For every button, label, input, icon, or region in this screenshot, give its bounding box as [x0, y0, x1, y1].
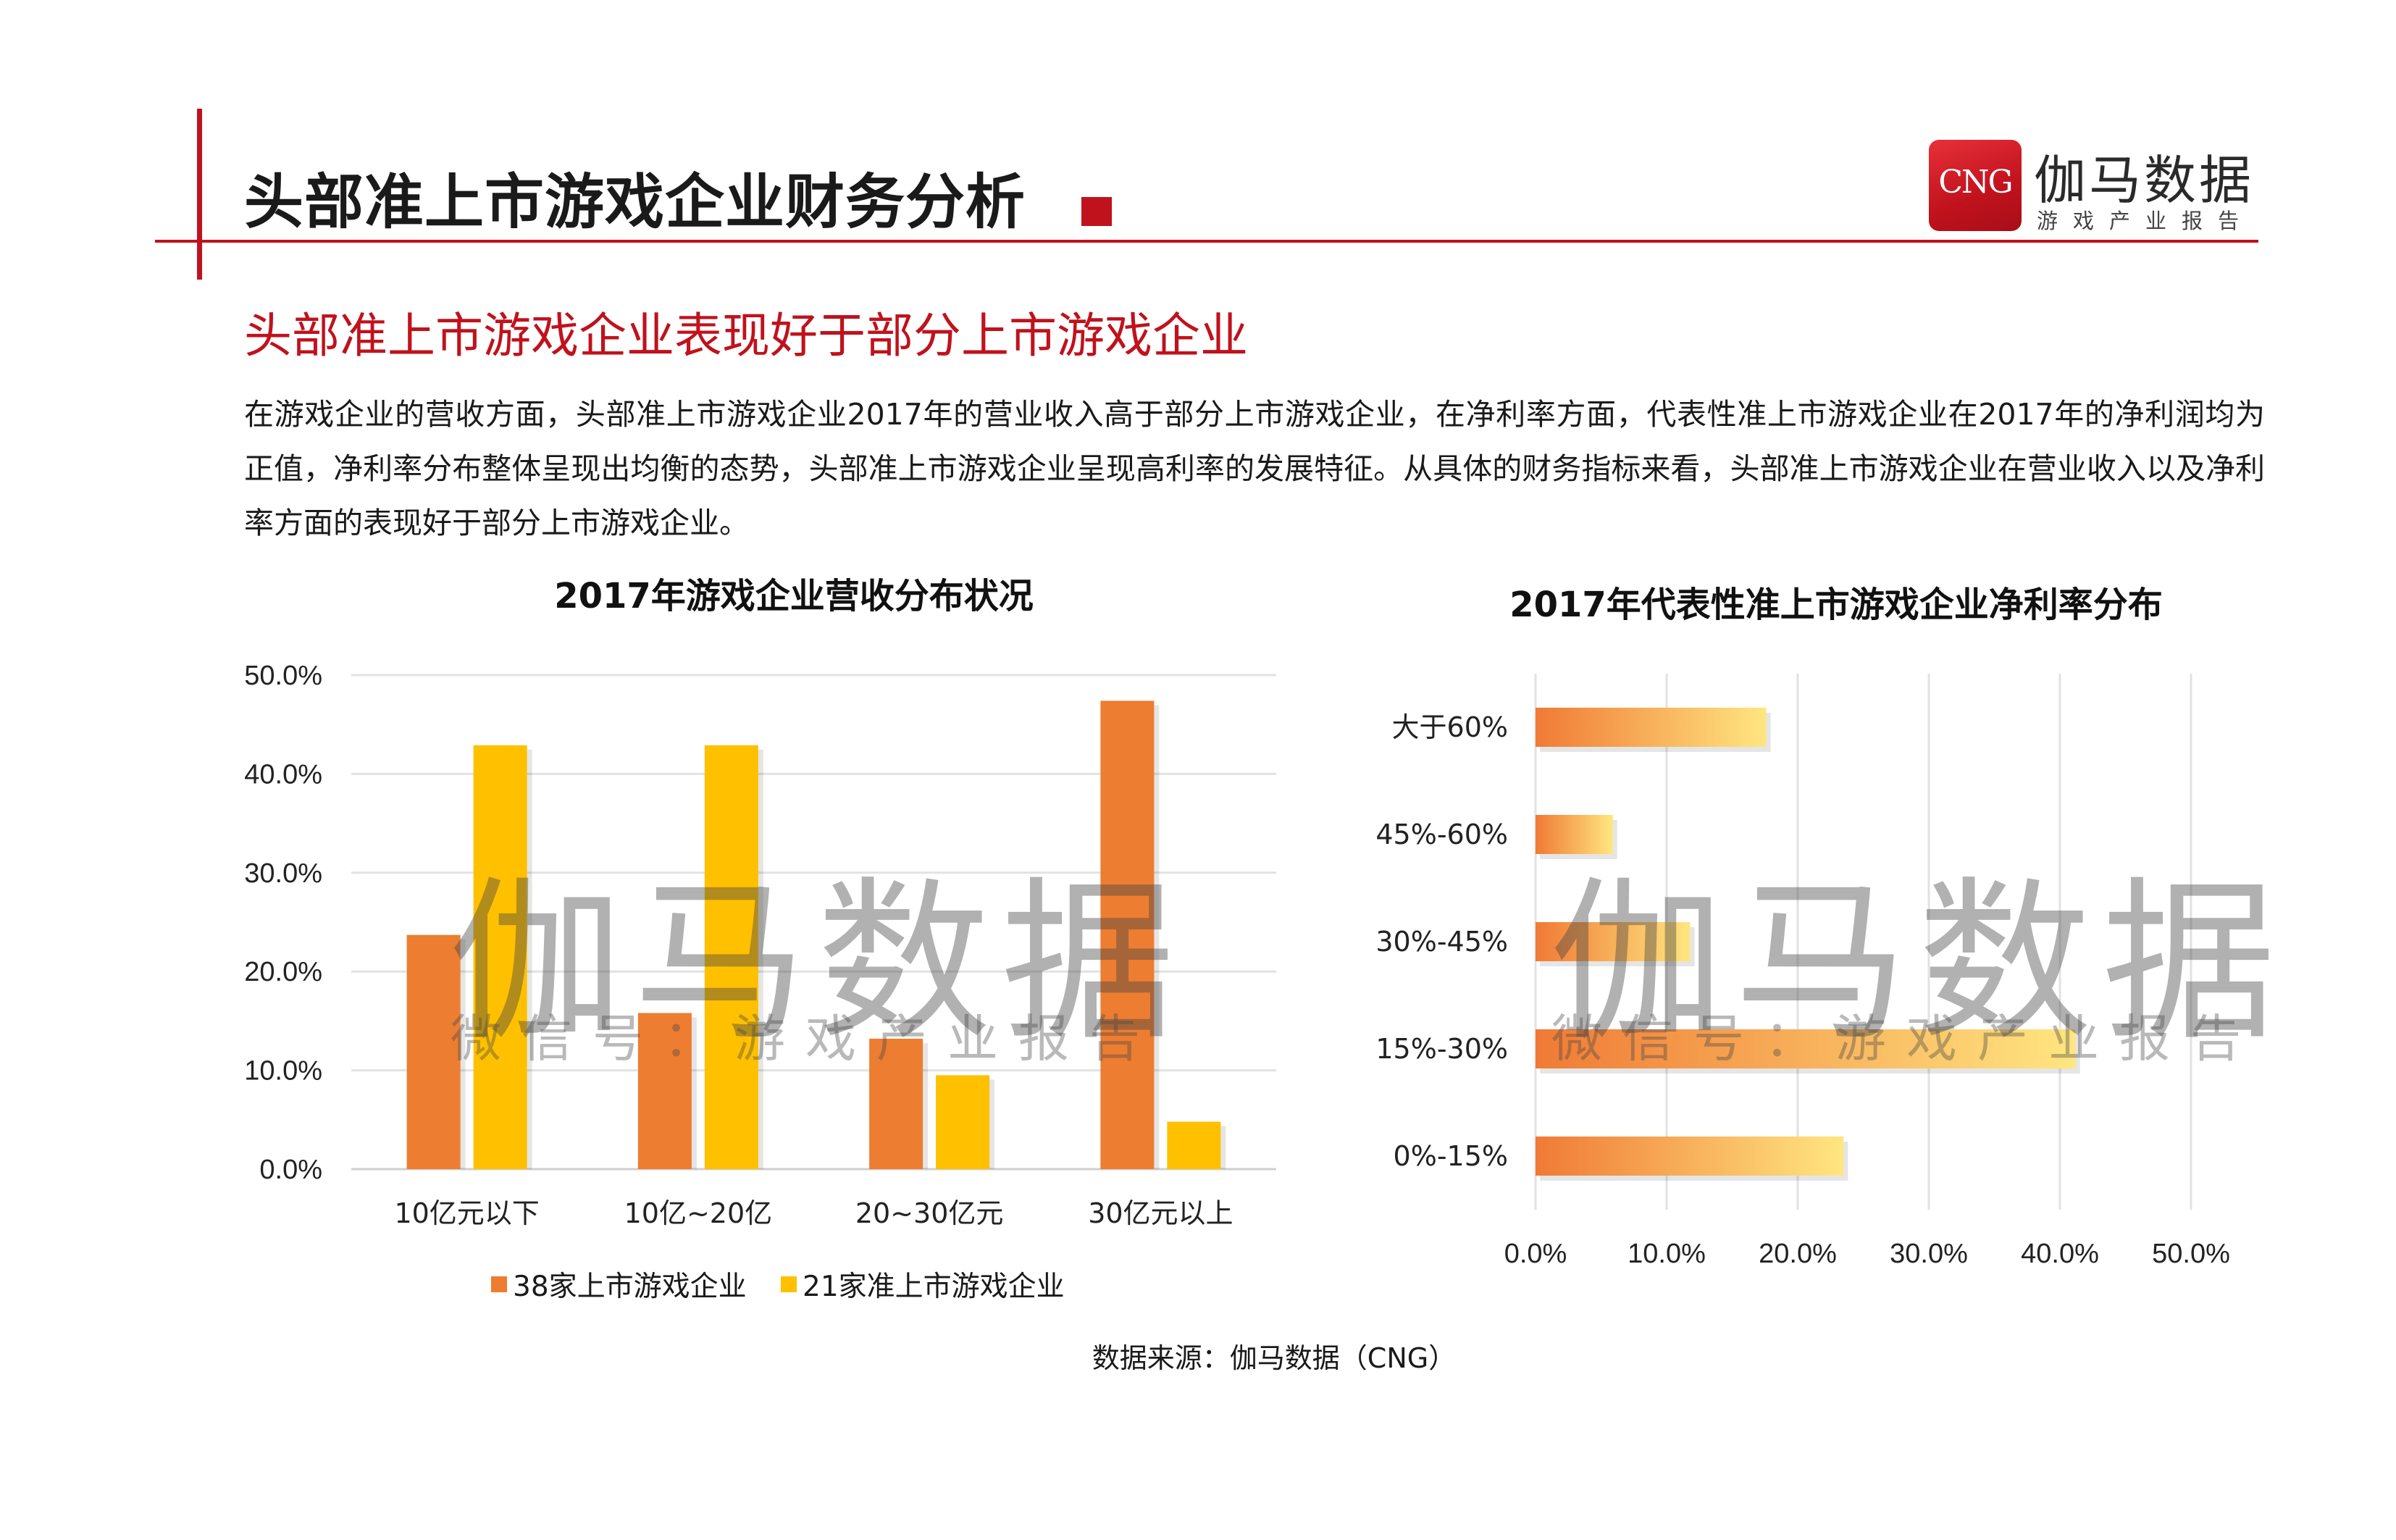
margin-bar	[1536, 708, 1767, 747]
body-paragraph: 在游戏企业的营收方面，头部准上市游戏企业2017年的营业收入高于部分上市游戏企业…	[244, 397, 2265, 540]
x-tick-label: 20.0%	[1759, 1239, 1837, 1269]
bar-listed	[406, 934, 461, 1169]
title-square-marker	[1081, 197, 1112, 226]
x-tick-label: 10.0%	[1628, 1239, 1706, 1269]
watermark-main-left: 伽马数据	[449, 861, 1186, 1064]
x-tick-label: 50.0%	[2152, 1239, 2230, 1269]
header-horizontal-rule	[155, 240, 2258, 243]
x-category-label: 10亿元以下	[394, 1197, 539, 1229]
legend-label-prelisted: 21家准上市游戏企业	[803, 1271, 1065, 1303]
y-category-label: 45%-60%	[1375, 819, 1508, 850]
bar-prelisted	[936, 1075, 990, 1169]
bar-prelisted	[704, 745, 758, 1169]
legend-label-listed: 38家上市游戏企业	[513, 1271, 747, 1303]
x-tick-label: 30.0%	[1890, 1239, 1968, 1269]
x-tick-label: 40.0%	[2021, 1239, 2099, 1269]
section-subtitle: 头部准上市游戏企业表现好于部分上市游戏企业	[244, 308, 1248, 364]
header-vertical-rule	[197, 109, 202, 280]
bar-listed	[869, 1038, 923, 1169]
y-category-label: 15%-30%	[1375, 1033, 1508, 1065]
net-margin-bar-chart: 0.0% 10.0% 20.0% 30.0% 40.0% 50.0% 大于60% 45%-60…	[1375, 674, 2230, 1269]
chart1-title: 2017年游戏企业营收分布状况	[554, 576, 1034, 616]
x-category-label: 30亿元以上	[1088, 1197, 1233, 1229]
cng-logo-icon	[1929, 140, 2022, 231]
legend-swatch-yellow	[781, 1276, 797, 1292]
legend-swatch-orange	[491, 1276, 507, 1292]
y-tick-label: 30.0%	[244, 858, 322, 889]
legend-item-prelisted: 21家准上市游戏企业	[781, 1264, 1065, 1305]
y-category-label: 大于60%	[1392, 711, 1508, 743]
chart2-title: 2017年代表性准上市游戏企业净利率分布	[1509, 585, 2163, 625]
y-tick-label: 40.0%	[244, 759, 322, 790]
x-category-label: 10亿~20亿	[624, 1197, 773, 1229]
margin-bar	[1536, 1029, 2076, 1068]
y-tick-label: 20.0%	[244, 957, 322, 987]
x-tick-label: 0.0%	[1504, 1239, 1567, 1269]
margin-bar	[1536, 922, 1691, 961]
watermark-main-right: 伽马数据	[1550, 861, 2287, 1064]
revenue-bar-chart: 0.0% 10.0% 20.0% 30.0% 40.0% 50.0% 10亿元以下 10亿~2…	[244, 661, 1276, 1229]
bar-listed	[1100, 700, 1155, 1169]
watermark-sub-left: 微信号：游戏产业报告	[451, 1009, 1160, 1068]
margin-bar	[1536, 1137, 1844, 1176]
y-tick-label: 0.0%	[259, 1155, 322, 1185]
y-category-label: 30%-45%	[1375, 926, 1508, 958]
x-category-label: 20~30亿元	[855, 1197, 1004, 1229]
watermark-sub-right: 微信号：游戏产业报告	[1551, 1009, 2261, 1068]
logo-name: 伽马数据	[2034, 150, 2255, 211]
legend-item-listed: 38家上市游戏企业	[491, 1264, 747, 1305]
y-tick-label: 10.0%	[244, 1056, 322, 1087]
margin-bar	[1536, 815, 1613, 854]
y-tick-label: 50.0%	[244, 661, 322, 691]
page-title: 头部准上市游戏企业财务分析	[244, 168, 1026, 237]
bar-prelisted	[473, 745, 527, 1169]
logo-tagline: 游戏产业报告	[2037, 209, 2255, 233]
data-source: 数据来源：伽马数据（CNG）	[1092, 1342, 1457, 1374]
bar-listed	[637, 1013, 692, 1169]
logo-box-text: CNG	[1938, 164, 2013, 201]
bar-prelisted	[1167, 1121, 1221, 1169]
y-category-label: 0%-15%	[1394, 1140, 1508, 1172]
